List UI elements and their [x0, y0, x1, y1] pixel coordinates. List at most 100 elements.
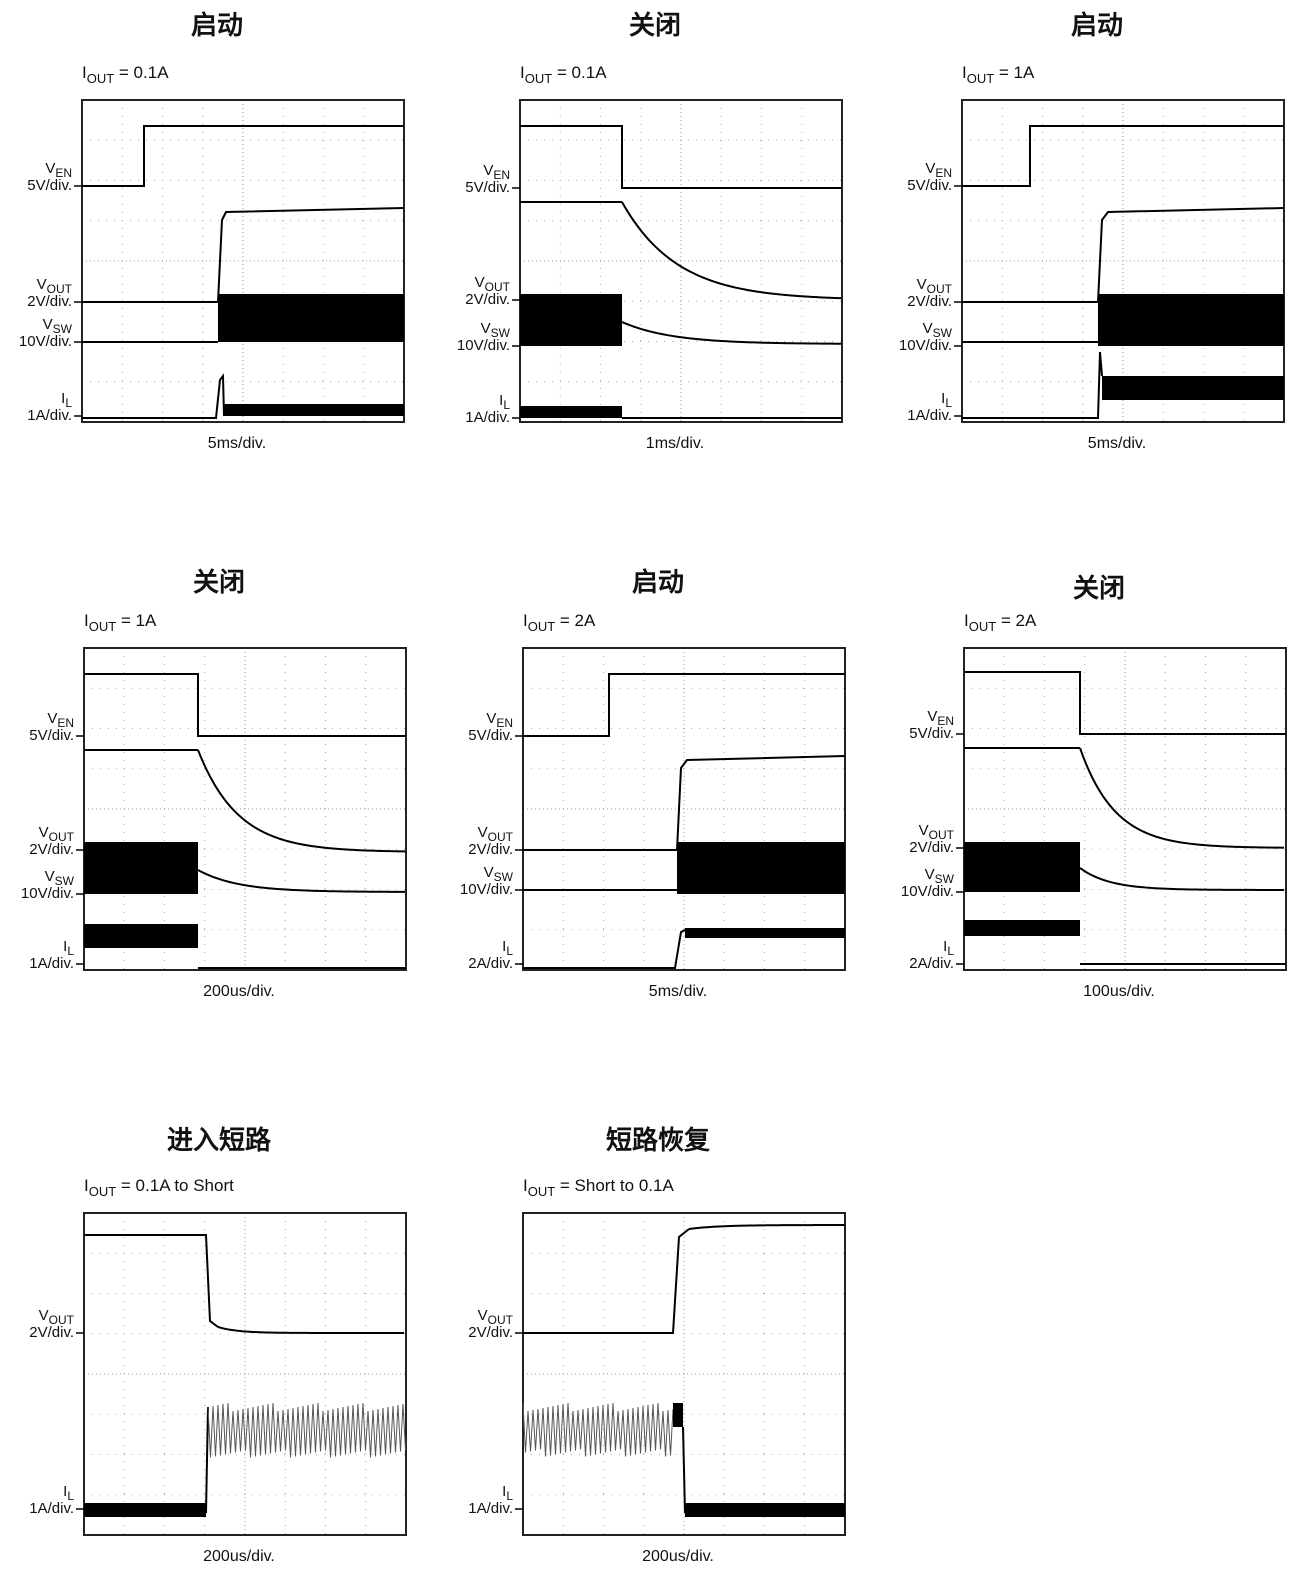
load-condition: IOUT = 0.1A — [82, 63, 169, 86]
trace — [523, 1229, 689, 1333]
symbol: V — [484, 864, 494, 881]
channel-scale: 1A/div. — [907, 407, 952, 424]
channel-scale: 5V/div. — [468, 727, 513, 744]
switching-burst — [685, 928, 845, 938]
trace — [962, 352, 1102, 418]
panel-title: 进入短路 — [167, 1125, 272, 1156]
channel-scale: 5V/div. — [909, 725, 954, 742]
trace — [198, 750, 405, 851]
trace — [523, 930, 685, 968]
load-condition: IOUT = 1A — [84, 611, 157, 634]
trace — [1080, 748, 1284, 848]
trace — [962, 208, 1284, 302]
timebase: 200us/div. — [203, 1548, 275, 1565]
scope-panel: 启动IOUT = 0.1AVEN5V/div.VOUT2V/div.VSW10V… — [19, 10, 404, 452]
switching-burst — [84, 924, 198, 948]
panel-title: 关闭 — [629, 11, 681, 41]
scope-panel: 进入短路IOUT = 0.1A to ShortVOUT2V/div.IL1A/… — [29, 1125, 406, 1565]
channel-scale: 10V/div. — [21, 885, 74, 902]
channel-scale: 2A/div. — [468, 955, 513, 972]
condition-text: = 1A — [116, 611, 157, 630]
switching-burst — [677, 842, 845, 894]
figure-sheet: 启动IOUT = 0.1AVEN5V/div.VOUT2V/div.VSW10V… — [0, 0, 1306, 1587]
scope-panel: 启动IOUT = 2AVEN5V/div.VOUT2V/div.VSW10V/d… — [460, 567, 845, 1000]
page: 启动IOUT = 0.1AVEN5V/div.VOUT2V/div.VSW10V… — [0, 0, 1306, 1587]
condition-text: = 2A — [996, 611, 1037, 630]
channel-scale: 10V/div. — [899, 337, 952, 354]
switching-burst — [964, 920, 1080, 936]
load-condition: IOUT = 2A — [523, 611, 596, 634]
scope-panel: 关闭IOUT = 0.1AVEN5V/div.VOUT2V/div.VSW10V… — [457, 11, 842, 452]
channel-scale: 1A/div. — [29, 1500, 74, 1517]
symbol: V — [478, 824, 488, 841]
trace — [198, 870, 405, 892]
symbol: V — [478, 1307, 488, 1324]
symbol: V — [917, 276, 927, 293]
channel-scale: 2V/div. — [909, 839, 954, 856]
timebase: 1ms/div. — [646, 435, 704, 452]
panel-title: 关闭 — [1073, 574, 1125, 604]
current-ripple — [523, 1403, 673, 1457]
channel-scale: 10V/div. — [457, 337, 510, 354]
timebase: 200us/div. — [203, 983, 275, 1000]
switching-burst — [224, 404, 404, 416]
symbol: V — [39, 824, 49, 841]
trace — [683, 1427, 685, 1513]
symbol: V — [43, 316, 53, 333]
switching-burst — [520, 294, 622, 346]
channel-scale: 5V/div. — [907, 177, 952, 194]
channel-scale: 2V/div. — [29, 1324, 74, 1341]
timebase: 5ms/div. — [1088, 435, 1146, 452]
timebase: 200us/div. — [642, 1548, 714, 1565]
trace — [523, 756, 845, 850]
channel-scale: 2V/div. — [907, 293, 952, 310]
timebase: 5ms/div. — [208, 435, 266, 452]
channel-scale: 2A/div. — [909, 955, 954, 972]
symbol: V — [486, 710, 496, 727]
channel-scale: 1A/div. — [29, 955, 74, 972]
symbol: V — [925, 160, 935, 177]
panel-title: 短路恢复 — [606, 1125, 711, 1156]
subscript: OUT — [528, 619, 556, 634]
channel-scale: 10V/div. — [460, 881, 513, 898]
symbol: V — [37, 276, 47, 293]
switching-burst — [84, 1503, 206, 1517]
trace — [84, 1235, 218, 1327]
symbol: V — [927, 708, 937, 725]
subscript: OUT — [969, 619, 997, 634]
symbol: V — [45, 160, 55, 177]
switching-burst — [1102, 376, 1284, 400]
load-condition: IOUT = 1A — [962, 63, 1035, 86]
switching-burst — [964, 842, 1080, 892]
switching-burst — [1098, 294, 1284, 346]
channel-scale: 2V/div. — [468, 841, 513, 858]
scope-panel: 关闭IOUT = 2AVEN5V/div.VOUT2V/div.VSW10V/d… — [901, 574, 1286, 1000]
subscript: OUT — [89, 619, 117, 634]
symbol: V — [923, 320, 933, 337]
subscript: OUT — [967, 71, 995, 86]
trace — [82, 208, 404, 302]
channel-scale: 5V/div. — [27, 177, 72, 194]
switching-burst — [84, 842, 198, 894]
trace — [1080, 868, 1284, 890]
panel-title: 启动 — [632, 567, 684, 598]
panel-title: 关闭 — [193, 568, 245, 598]
trace — [622, 202, 841, 298]
channel-scale: 2V/div. — [29, 841, 74, 858]
channel-scale: 1A/div. — [468, 1500, 513, 1517]
trace — [206, 1407, 208, 1513]
channel-scale: 10V/div. — [19, 333, 72, 350]
condition-text: = Short to 0.1A — [555, 1176, 674, 1195]
switching-burst — [218, 294, 404, 342]
channel-scale: 5V/div. — [29, 727, 74, 744]
load-condition: IOUT = 2A — [964, 611, 1037, 634]
subscript: OUT — [87, 71, 115, 86]
current-ripple — [208, 1403, 406, 1458]
symbol: V — [39, 1307, 49, 1324]
panel-title: 启动 — [1071, 10, 1123, 41]
channel-scale: 2V/div. — [27, 293, 72, 310]
condition-text: = 0.1A — [552, 63, 607, 82]
channel-scale: 2V/div. — [468, 1324, 513, 1341]
trace — [218, 1327, 404, 1333]
